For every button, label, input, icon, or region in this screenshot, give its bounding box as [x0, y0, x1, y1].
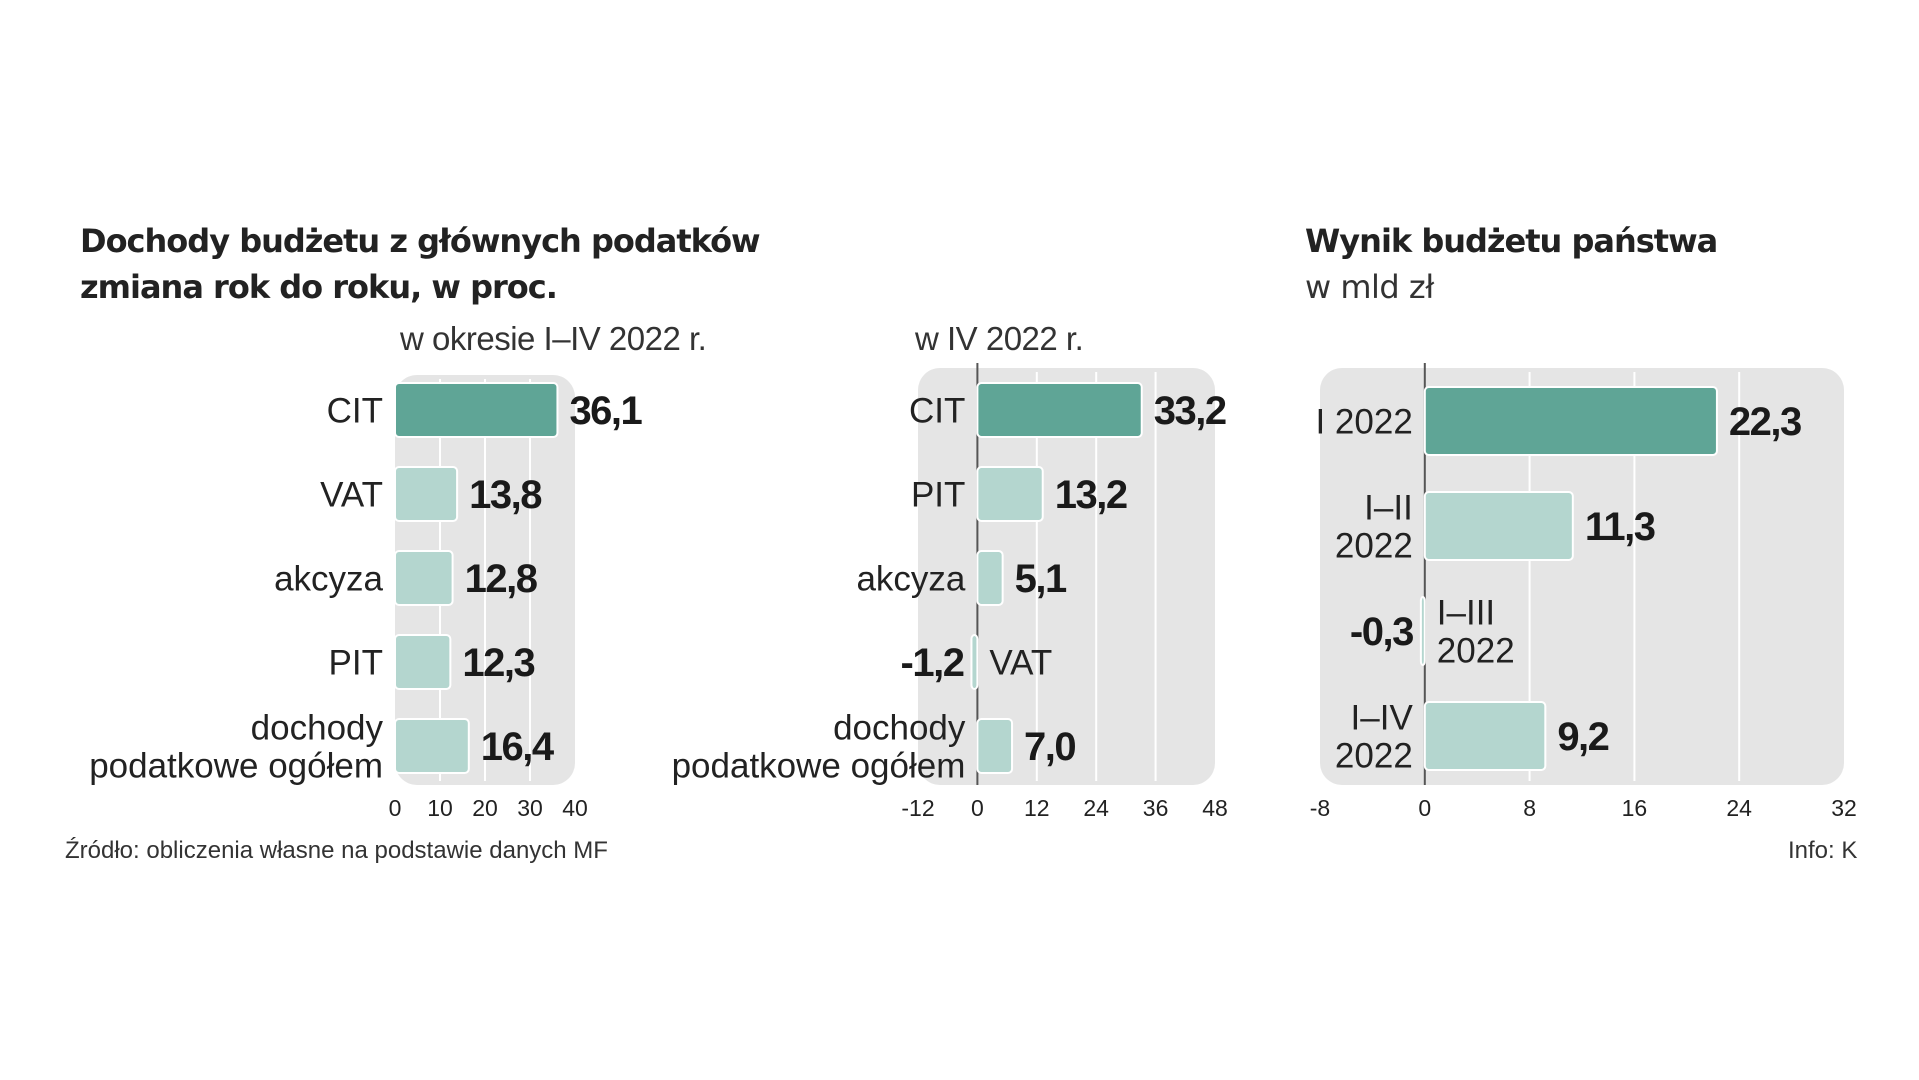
chart1-x-tick-label: 0	[389, 795, 402, 821]
left-chart-title: Dochody budżetu z głównych podatków	[80, 222, 761, 260]
right-chart-subtitle: w mld zł	[1305, 268, 1434, 306]
chart3-bar	[1419, 596, 1426, 666]
chart2-category-label: akcyza	[856, 560, 965, 599]
chart1-category-label: PIT	[329, 644, 383, 683]
chart2-value-label: 13,2	[1055, 473, 1127, 517]
chart2-x-tick-label: 12	[1024, 795, 1050, 821]
chart3-x-tick-label: 0	[1418, 795, 1431, 821]
chart3-category-label: I–II 2022	[1335, 489, 1413, 566]
chart3-value-label: 22,3	[1729, 400, 1801, 444]
chart2-value-label: 33,2	[1154, 389, 1226, 433]
chart2-bar	[976, 718, 1014, 774]
chart2-value-label: 7,0	[1024, 725, 1075, 769]
chart2-value-label: -1,2	[901, 641, 964, 685]
chart3-bar	[1423, 386, 1718, 456]
chart1-category-label: akcyza	[274, 560, 383, 599]
chart1-x-tick-label: 20	[472, 795, 498, 821]
chart3-bar	[1423, 701, 1547, 771]
chart2-x-tick-label: 36	[1143, 795, 1169, 821]
chart1-x-tick-label: 10	[427, 795, 453, 821]
chart1-value-label: 12,3	[462, 641, 534, 685]
chart3-x-tick-label: 32	[1831, 795, 1857, 821]
chart2-category-label: dochody podatkowe ogółem	[672, 709, 966, 786]
chart1-category-label: VAT	[320, 476, 383, 515]
chart1-value-label: 16,4	[481, 725, 555, 769]
chart2-x-tick-label: 48	[1202, 795, 1228, 821]
chart1-x-tick-label: 40	[562, 795, 588, 821]
chart3-value-label: 9,2	[1557, 715, 1608, 759]
chart3-bar	[1423, 491, 1574, 561]
chart1-bar	[394, 718, 470, 774]
chart3-x-tick-label: 16	[1622, 795, 1648, 821]
chart1-bar	[394, 634, 452, 690]
chart1-category-label: CIT	[327, 392, 383, 431]
info-credit: Info: K	[1788, 837, 1858, 864]
right-chart-title: Wynik budżetu państwa	[1305, 222, 1718, 260]
left-chart-subtitle: zmiana rok do roku, w proc.	[80, 268, 558, 306]
chart2-category-label: VAT	[989, 644, 1052, 683]
source-note: Źródło: obliczenia własne na podstawie d…	[65, 837, 608, 864]
chart3-category-label: I–III 2022	[1437, 594, 1515, 671]
chart2-bar	[976, 466, 1044, 522]
chart2-x-tick-label: 0	[971, 795, 984, 821]
chart1-bar	[394, 466, 459, 522]
chart1-title: w okresie I–IV 2022 r.	[399, 320, 706, 357]
chart1-bar	[394, 382, 559, 438]
chart2-bar	[976, 382, 1143, 438]
chart3-plot-area	[1320, 368, 1844, 785]
chart2-bar	[976, 550, 1004, 606]
chart2-category-label: PIT	[911, 476, 965, 515]
chart2-x-tick-label: -12	[901, 795, 934, 821]
chart1-value-label: 36,1	[569, 389, 642, 433]
chart1-bar	[394, 550, 454, 606]
chart2-bar	[970, 634, 979, 690]
chart3-category-label: I–IV 2022	[1335, 699, 1414, 776]
chart3-value-label: -0,3	[1350, 610, 1413, 654]
chart3-x-tick-label: 8	[1523, 795, 1536, 821]
chart2-value-label: 5,1	[1015, 557, 1067, 601]
chart3-category-label: I 2022	[1315, 403, 1412, 442]
chart1-category-label: dochody podatkowe ogółem	[89, 709, 383, 786]
chart2-title: w IV 2022 r.	[914, 320, 1083, 357]
chart1-value-label: 13,8	[469, 473, 542, 517]
chart2-x-tick-label: 24	[1083, 795, 1109, 821]
chart3-x-tick-label: 24	[1726, 795, 1752, 821]
chart1-value-label: 12,8	[465, 557, 538, 601]
chart3-x-tick-label: -8	[1310, 795, 1330, 821]
chart3-value-label: 11,3	[1585, 505, 1655, 549]
chart2-category-label: CIT	[909, 392, 965, 431]
chart1-x-tick-label: 30	[517, 795, 543, 821]
